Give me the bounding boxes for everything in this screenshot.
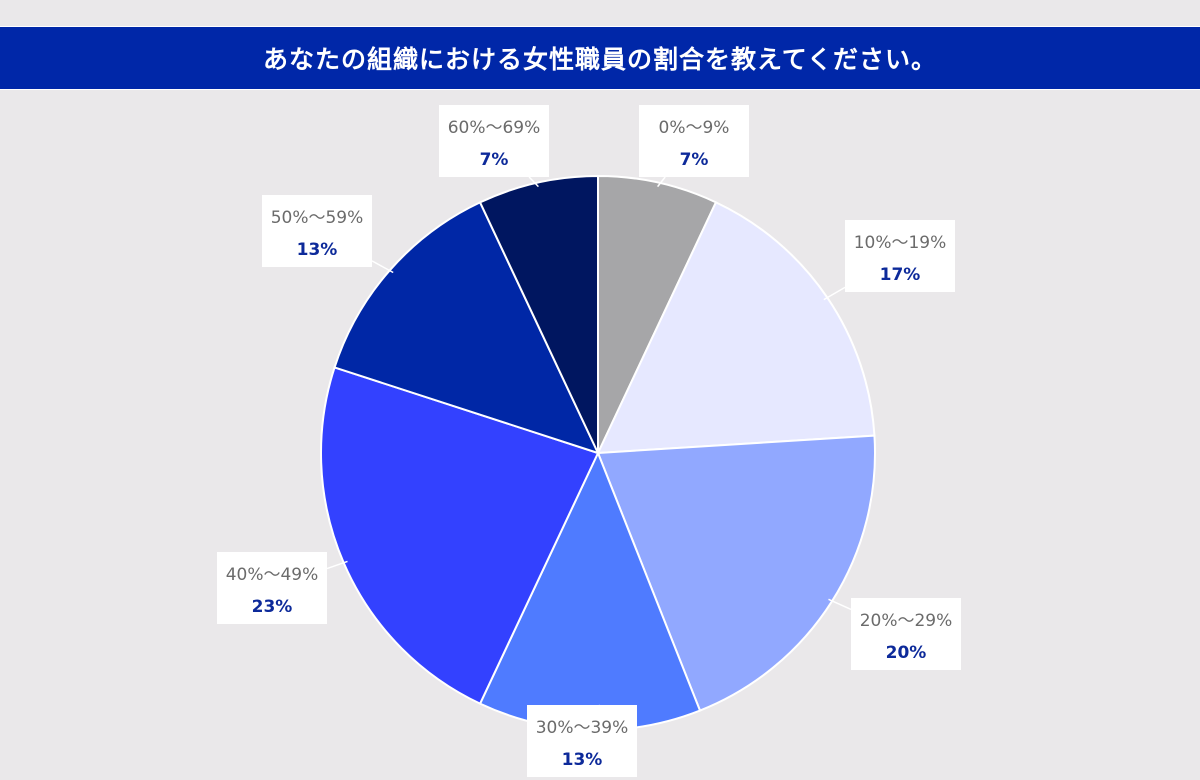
leader-line bbox=[828, 598, 852, 611]
data-label: 50%〜59% 13% bbox=[262, 195, 372, 267]
slice-value-label: 13% bbox=[562, 750, 603, 770]
slice-category-label: 40%〜49% bbox=[226, 565, 319, 585]
data-label-box bbox=[851, 598, 961, 670]
pie-slice bbox=[333, 201, 600, 455]
slice-value-label: 23% bbox=[252, 597, 293, 617]
data-label-box bbox=[845, 220, 955, 292]
slice-category-label: 50%〜59% bbox=[271, 208, 364, 228]
leader-line bbox=[326, 560, 348, 570]
leader-line bbox=[371, 260, 394, 274]
leader-line bbox=[528, 176, 539, 188]
title-bar: あなたの組織における女性職員の割合を教えてください。 bbox=[0, 26, 1200, 90]
data-label-box bbox=[527, 705, 637, 777]
pie-slices bbox=[320, 174, 876, 731]
data-label-box bbox=[439, 105, 549, 177]
data-label: 10%〜19% 17% bbox=[845, 220, 955, 292]
slice-category-label: 60%〜69% bbox=[448, 118, 541, 138]
chart-title: あなたの組織における女性職員の割合を教えてください。 bbox=[262, 45, 937, 74]
data-label: 30%〜39% 13% bbox=[527, 705, 637, 777]
slice-value-label: 13% bbox=[297, 240, 338, 260]
data-label: 0%〜9% 7% bbox=[639, 105, 749, 177]
slice-value-label: 20% bbox=[886, 643, 927, 663]
data-label: 20%〜29% 20% bbox=[851, 598, 961, 670]
data-label: 60%〜69% 7% bbox=[439, 105, 549, 177]
slice-value-label: 7% bbox=[480, 150, 509, 170]
slice-category-label: 30%〜39% bbox=[536, 718, 629, 738]
slice-value-label: 17% bbox=[880, 265, 921, 285]
data-label-box bbox=[639, 105, 749, 177]
data-label: 40%〜49% 23% bbox=[217, 552, 327, 624]
data-label-box bbox=[262, 195, 372, 267]
slice-category-label: 0%〜9% bbox=[659, 118, 730, 138]
slice-category-label: 10%〜19% bbox=[854, 233, 947, 253]
slice-category-label: 20%〜29% bbox=[860, 611, 953, 631]
data-label-box bbox=[217, 552, 327, 624]
pie-slice bbox=[478, 174, 599, 454]
slice-value-label: 7% bbox=[680, 150, 709, 170]
leader-line bbox=[657, 176, 666, 188]
data-labels: 0%〜9% 7% 10%〜19% 17% 20%〜29% 20% 30%〜39% 13% 40%… bbox=[217, 105, 961, 777]
pie-slice bbox=[597, 174, 718, 454]
leader-line bbox=[823, 286, 846, 301]
